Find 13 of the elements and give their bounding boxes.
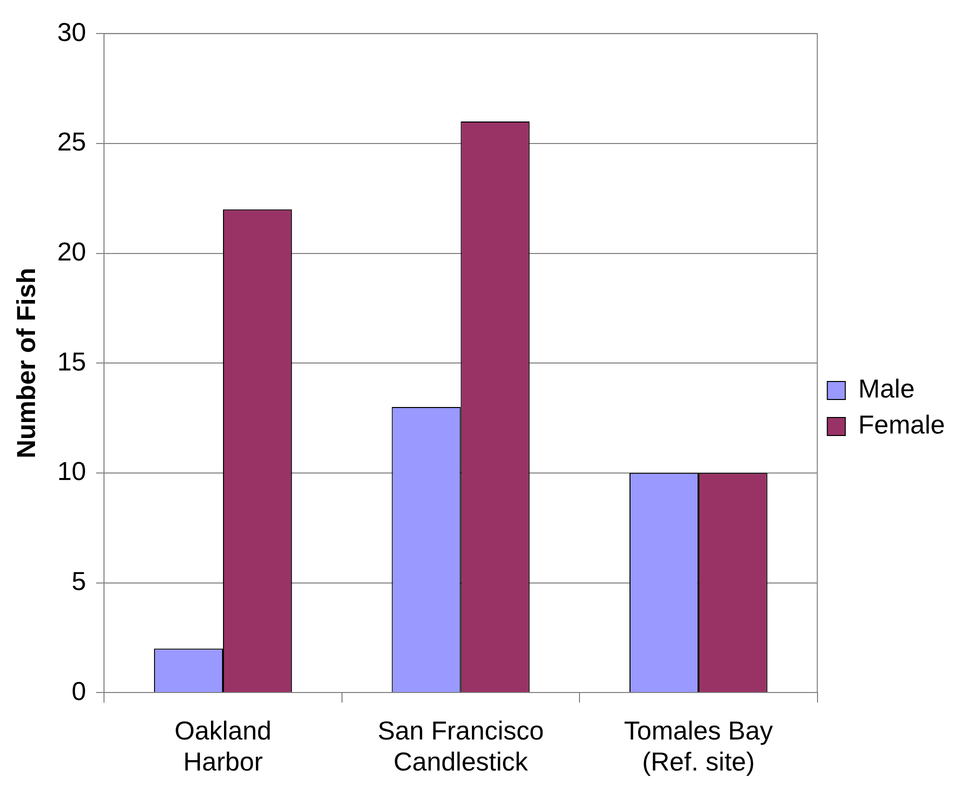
x-tick-label: Tomales Bay (Ref. site) xyxy=(624,715,773,777)
y-tick-label: 30 xyxy=(57,16,86,47)
legend-label: Male xyxy=(858,374,915,404)
y-tick-label: 25 xyxy=(57,126,86,157)
y-axis-title: Number of Fish xyxy=(10,268,41,458)
y-tick-label: 20 xyxy=(57,236,86,266)
legend-label: Female xyxy=(858,410,946,440)
x-tick-label: San Francisco Candlestick xyxy=(378,715,544,777)
y-tick-label: 15 xyxy=(57,346,86,376)
y-tick-label: 5 xyxy=(72,566,86,596)
x-tick-label: Oakland Harbor xyxy=(174,715,272,777)
y-tick-label: 10 xyxy=(57,456,86,486)
y-tick-label: 0 xyxy=(72,676,86,706)
